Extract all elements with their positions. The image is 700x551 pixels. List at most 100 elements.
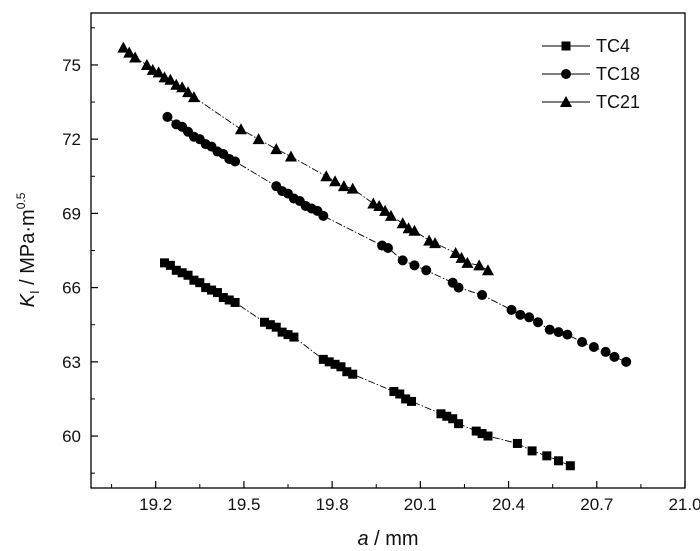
data-point [442,411,452,421]
data-point [171,265,181,275]
data-point [346,182,359,194]
data-point [270,143,283,155]
legend-label: TC4 [596,36,630,56]
data-point [182,86,195,98]
data-point [542,451,552,461]
data-point [524,312,535,323]
data-point [397,255,408,266]
series-layer [117,41,632,471]
data-point [189,275,199,285]
legend-marker [561,69,571,79]
data-point [277,327,287,337]
data-point [436,409,446,419]
data-point [152,66,165,78]
data-point [477,429,487,439]
data-point [527,446,537,456]
legend-label: TC18 [596,64,640,84]
x-tick-label: 19.2 [139,495,172,514]
data-point [207,285,217,295]
data-point [165,260,175,270]
data-point [512,438,522,448]
data-point [407,396,417,406]
data-point [515,309,526,320]
x-tick-label: 20.1 [404,495,437,514]
y-axis-ticks: 60 63 66 69 72 75 [62,27,98,474]
legend-label: TC21 [596,92,640,112]
y-tick-label: 72 [62,130,81,149]
data-point [409,260,420,271]
legend-item-tc18: TC18 [542,64,640,84]
series-tc4 [160,258,575,471]
data-point [329,175,342,187]
data-point [461,256,474,268]
y-tick-label: 66 [62,279,81,298]
data-point [283,330,293,340]
data-point [252,133,265,145]
data-point [449,246,462,258]
data-point [224,295,234,305]
data-point [389,387,399,397]
series-tc21 [117,41,494,276]
data-point [554,456,564,466]
data-point [565,461,575,471]
data-point [234,123,247,135]
data-point [265,320,275,330]
data-point [177,268,187,278]
data-point [621,356,632,367]
series-tc18 [162,111,632,367]
data-point [176,81,189,93]
data-point [324,357,334,367]
data-point [230,156,241,167]
data-point [330,359,340,369]
data-point [448,414,458,424]
data-point [473,259,486,271]
data-point [373,199,386,211]
data-point [337,180,350,192]
data-point [477,290,488,301]
data-point [160,258,170,268]
data-point [609,351,620,362]
data-point [532,317,543,328]
data-point [481,264,494,276]
x-tick-label: 21.0 [668,495,700,514]
data-point [195,278,205,288]
data-point [408,224,421,236]
data-point [212,288,222,298]
data-point [336,362,346,372]
data-point [395,389,405,399]
data-point [577,337,588,348]
data-point [140,58,153,70]
data-point [164,73,177,85]
x-tick-label: 20.4 [492,495,525,514]
data-point [483,431,493,441]
data-point [588,341,599,352]
legend-marker [560,96,572,107]
data-point [201,283,211,293]
data-point [187,91,200,103]
y-axis-title: KI / MPa·m0.5 [14,192,42,307]
data-point [348,369,358,379]
data-point [429,237,442,249]
data-point [453,282,464,293]
data-point [383,243,393,254]
data-point [401,394,411,404]
data-point [384,209,397,221]
data-point [379,204,392,216]
data-point [318,210,329,221]
data-point [284,150,297,162]
data-point [544,324,555,335]
data-point [271,322,281,332]
data-point [183,270,193,280]
data-point [600,346,611,357]
y-tick-label: 75 [62,56,81,75]
data-point [562,329,573,340]
data-point [396,217,409,229]
x-tick-label: 19.8 [316,495,349,514]
data-point [320,170,333,182]
data-point [218,293,228,303]
data-point [230,297,240,307]
data-point [506,304,517,315]
data-point [553,327,564,338]
data-point [129,51,142,63]
y-tick-label: 69 [62,204,81,223]
